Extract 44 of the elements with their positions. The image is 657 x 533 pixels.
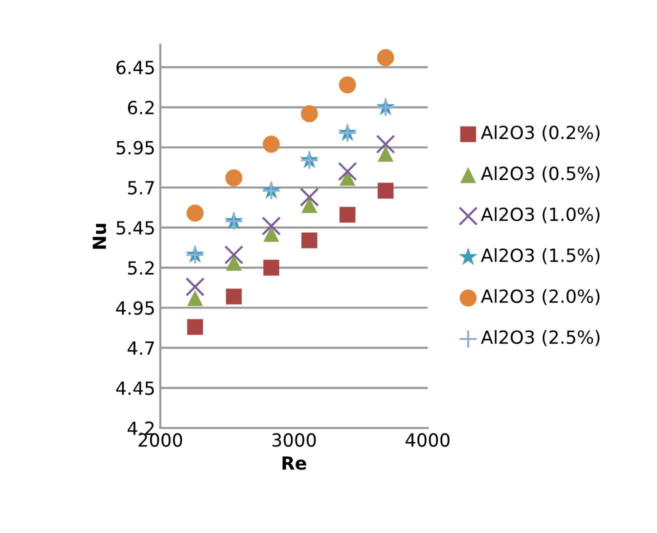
legend-label: Al2O3 (0.5%) <box>480 166 600 182</box>
point <box>340 206 356 223</box>
y-tick-label: 4.95 <box>116 301 154 315</box>
y-axis-title: Nu <box>92 224 106 249</box>
point <box>301 232 318 248</box>
y-tick-label: 5.7 <box>128 181 154 195</box>
legend-label: Al2O3 (1.0%) <box>480 207 600 224</box>
point <box>262 216 281 236</box>
legend-label: Al2O3 (1.5%) <box>480 248 600 264</box>
legend-label: Al2O3 (0.2%) <box>480 125 600 142</box>
point <box>377 49 394 66</box>
legend-label: Al2O3 (2.5%) <box>480 330 600 346</box>
legend-label: Al2O3 (2.0%) <box>480 289 600 306</box>
x-tick-label: 4000 <box>406 433 450 447</box>
point <box>263 226 280 242</box>
y-tick-label: 5.2 <box>128 261 154 275</box>
point <box>224 245 244 264</box>
point <box>338 76 356 94</box>
point <box>226 254 242 271</box>
point <box>186 204 204 222</box>
y-tick-label: 6.45 <box>116 60 154 74</box>
y-tick-label: 5.45 <box>116 221 154 235</box>
point <box>187 290 203 306</box>
x-tick-label: 3000 <box>272 433 316 447</box>
point <box>263 260 280 276</box>
point <box>187 319 203 335</box>
y-tick-label: 5.95 <box>116 140 154 155</box>
point <box>225 169 242 186</box>
point <box>301 197 318 214</box>
point <box>262 136 280 153</box>
point <box>226 288 242 304</box>
point <box>300 188 319 207</box>
y-tick-label: 4.2 <box>128 421 154 435</box>
y-tick-label: 4.45 <box>116 382 154 396</box>
point <box>378 182 394 199</box>
point <box>338 162 358 181</box>
x-tick-label: 2000 <box>138 433 182 447</box>
point <box>378 146 394 162</box>
y-tick-label: 6.2 <box>128 100 154 114</box>
point <box>186 277 205 296</box>
y-tick-label: 4.7 <box>128 342 154 355</box>
point <box>376 134 396 154</box>
x-axis-title: Re <box>282 456 306 470</box>
point <box>300 105 318 122</box>
